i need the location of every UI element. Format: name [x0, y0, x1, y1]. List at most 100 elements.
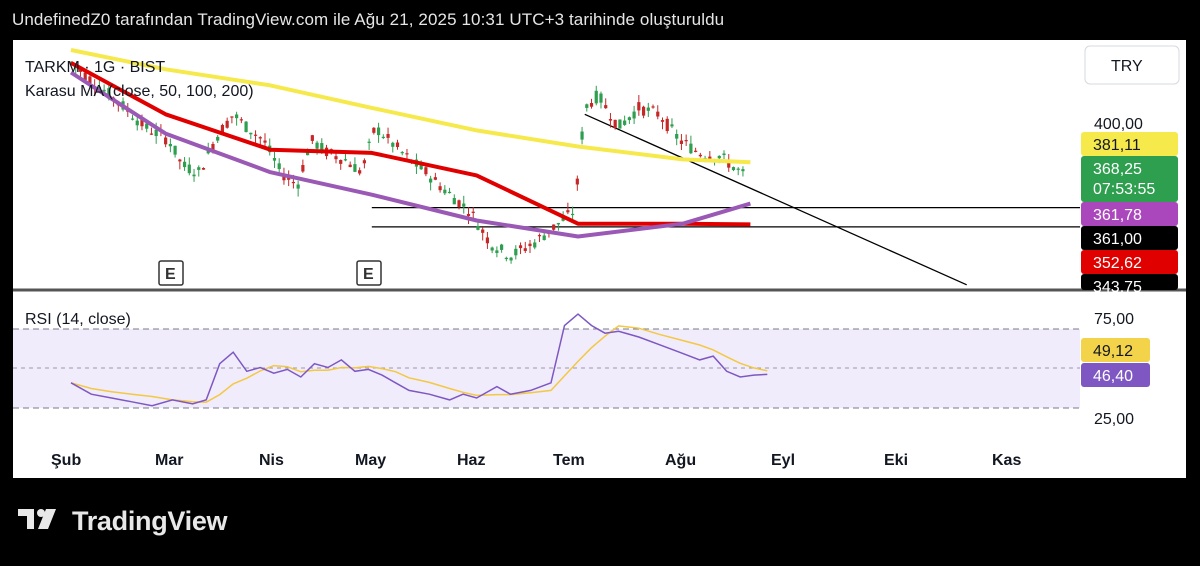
- earnings-marker[interactable]: E: [356, 260, 382, 286]
- candle-body: [164, 137, 168, 145]
- candle-body: [566, 210, 570, 213]
- candle-body: [168, 143, 172, 147]
- candle-body: [660, 120, 665, 122]
- candle-body: [291, 181, 296, 184]
- x-tick-label: May: [355, 452, 386, 469]
- candle-body: [561, 217, 565, 221]
- ma-indicator-legend[interactable]: Karasu MA (close, 50, 100, 200): [25, 83, 254, 100]
- svg-text:46,40: 46,40: [1093, 368, 1133, 385]
- tradingview-logo-icon: [18, 506, 62, 537]
- x-tick-label: Eyl: [771, 452, 795, 469]
- candle-body: [509, 257, 513, 261]
- svg-text:E: E: [165, 266, 176, 283]
- candle-body: [433, 177, 437, 180]
- x-tick-label: Kas: [992, 452, 1021, 469]
- candle-body: [528, 243, 532, 247]
- price-badge-ma100: 352,62: [1081, 250, 1178, 274]
- candle-body: [225, 120, 229, 128]
- candle-body: [670, 124, 674, 127]
- candle-body: [618, 119, 622, 129]
- candle-body: [466, 213, 471, 217]
- svg-text:TRY: TRY: [1111, 58, 1143, 75]
- candle-body: [395, 142, 400, 148]
- candle-body: [83, 72, 87, 81]
- brand-name: TradingView: [72, 506, 228, 536]
- candle-body: [533, 242, 537, 248]
- candle-body: [457, 200, 461, 207]
- svg-text:49,12: 49,12: [1093, 343, 1133, 360]
- candle-body: [130, 118, 135, 120]
- candle-body: [641, 106, 646, 116]
- candle-body: [253, 134, 258, 136]
- candle-body: [684, 140, 688, 142]
- candle-body: [239, 119, 243, 121]
- earnings-marker[interactable]: E: [158, 260, 184, 286]
- rsi-pane: [70, 313, 768, 407]
- candle-body: [580, 131, 584, 140]
- candle-body: [277, 163, 281, 170]
- candle-body: [424, 167, 428, 175]
- price-badge-ma50: 361,78: [1081, 202, 1178, 226]
- candle-body: [627, 117, 631, 121]
- candle-body: [249, 132, 253, 135]
- candle-body: [381, 136, 385, 139]
- candle-body: [727, 161, 731, 168]
- svg-text:07:53:55: 07:53:55: [1093, 181, 1155, 198]
- candle-body: [599, 93, 603, 103]
- candle-body: [523, 248, 527, 251]
- candle-body: [485, 237, 490, 244]
- chart-area[interactable]: TARKM · 1G · BIST Karasu MA (close, 50, …: [13, 40, 1186, 478]
- x-tick-label: Eki: [884, 452, 908, 469]
- candle-body: [386, 134, 390, 138]
- candle-body: [613, 119, 617, 129]
- svg-text:381,11: 381,11: [1093, 137, 1141, 154]
- trendline: [584, 113, 967, 286]
- candle-body: [717, 155, 721, 159]
- chart-canvas[interactable]: TARKM · 1G · BIST Karasu MA (close, 50, …: [13, 40, 1186, 478]
- price-axis-label: 400,00: [1094, 116, 1143, 133]
- candle-body: [447, 191, 452, 194]
- rsi-ma-badge: 49,12: [1081, 338, 1150, 362]
- currency-button[interactable]: TRY: [1084, 45, 1180, 85]
- candle-body: [353, 164, 357, 172]
- candle-body: [443, 189, 447, 194]
- candle-body: [315, 142, 319, 149]
- candle-body: [391, 142, 395, 147]
- x-tick-label: Ağu: [665, 452, 696, 469]
- candle-body: [471, 211, 475, 213]
- candle-body: [736, 168, 740, 170]
- candle-body: [306, 150, 310, 156]
- candle-body: [731, 167, 736, 171]
- candle-body: [348, 164, 352, 168]
- price-badge-ma200: 381,11: [1081, 132, 1178, 156]
- candle-body: [594, 90, 598, 104]
- candle-body: [632, 111, 636, 119]
- chart-attribution: UndefinedZ0 tarafından TradingView.com i…: [12, 10, 725, 29]
- candle-body: [675, 134, 679, 139]
- candle-body: [78, 69, 83, 72]
- candle-body: [504, 257, 508, 260]
- x-tick-label: Haz: [457, 452, 485, 469]
- symbol-legend[interactable]: TARKM · 1G · BIST: [25, 59, 165, 76]
- rsi-ma-line: [70, 325, 768, 403]
- candle-body: [216, 136, 220, 141]
- candle-body: [320, 143, 324, 151]
- rsi-indicator-legend[interactable]: RSI (14, close): [25, 311, 131, 328]
- candle-body: [362, 160, 366, 164]
- candle-body: [518, 245, 523, 249]
- candle-body: [490, 247, 494, 251]
- rsi-axis-label: 25,00: [1094, 411, 1134, 428]
- candle-body: [476, 226, 480, 230]
- candle-body: [220, 124, 225, 134]
- candle-body: [197, 167, 201, 170]
- rsi-axis-label: 75,00: [1094, 311, 1134, 328]
- candle-body: [698, 154, 702, 157]
- candle-body: [400, 152, 404, 154]
- candle-body: [542, 235, 546, 241]
- candle-body: [585, 104, 589, 108]
- candle-body: [178, 159, 182, 162]
- candle-body: [722, 153, 726, 155]
- price-badge-hline: 361,00: [1081, 226, 1178, 250]
- candle-body: [708, 156, 712, 160]
- candle-body: [462, 203, 466, 207]
